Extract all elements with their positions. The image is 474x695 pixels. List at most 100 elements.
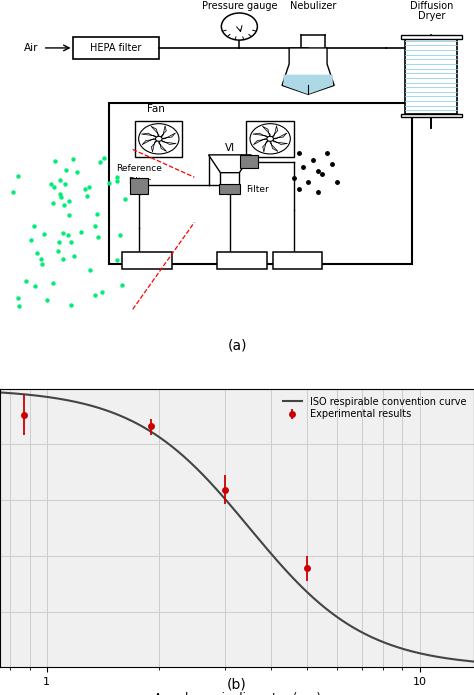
Text: Filter: Filter: [246, 185, 269, 194]
ISO respirable convention curve: [222, 495, 228, 503]
Point: [15, 293, 22, 304]
Polygon shape: [209, 155, 251, 172]
Text: Dryer: Dryer: [418, 11, 445, 22]
Point: [15, 300, 23, 311]
Point: [81, 183, 88, 195]
Point: [65, 196, 73, 207]
Bar: [219, 184, 240, 194]
Polygon shape: [282, 48, 334, 95]
Point: [55, 246, 62, 257]
Point: [97, 156, 104, 167]
Bar: [405, 39, 457, 114]
Text: (b): (b): [227, 678, 247, 692]
Text: Pressure gauge: Pressure gauge: [201, 1, 277, 10]
Polygon shape: [254, 139, 270, 145]
Point: [62, 164, 70, 175]
Bar: [130, 178, 148, 194]
Point: [27, 235, 35, 246]
Text: Fan: Fan: [147, 104, 165, 114]
Text: HEPA filter: HEPA filter: [91, 43, 142, 53]
Polygon shape: [270, 126, 278, 139]
Point: [47, 178, 55, 189]
Point: [38, 258, 46, 269]
Bar: [273, 252, 322, 269]
Point: [113, 254, 121, 265]
Point: [93, 208, 101, 220]
Point: [60, 199, 68, 211]
ISO respirable convention curve: [254, 532, 259, 541]
Point: [37, 253, 45, 264]
Polygon shape: [253, 133, 270, 139]
Bar: [73, 38, 159, 58]
ISO respirable convention curve: [460, 656, 465, 664]
Point: [49, 197, 57, 208]
Bar: [246, 121, 294, 156]
Polygon shape: [159, 139, 176, 145]
Bar: [109, 103, 412, 263]
Line: ISO respirable convention curve: ISO respirable convention curve: [0, 393, 474, 662]
Circle shape: [250, 124, 290, 154]
Text: Pump: Pump: [285, 256, 310, 265]
Text: VI: VI: [225, 143, 235, 153]
Text: (a): (a): [227, 338, 247, 352]
Point: [116, 229, 123, 240]
Point: [55, 236, 63, 247]
Point: [83, 190, 91, 202]
Point: [73, 166, 81, 177]
Point: [50, 181, 57, 193]
ISO respirable convention curve: [279, 562, 285, 571]
Point: [68, 237, 75, 248]
Text: 50 μm: 50 μm: [20, 285, 43, 291]
Point: [59, 253, 67, 264]
Point: [100, 152, 108, 163]
Point: [33, 248, 41, 259]
Legend: ISO respirable convention curve, Experimental results: ISO respirable convention curve, Experim…: [280, 393, 469, 423]
Point: [9, 187, 17, 198]
Text: Reference: Reference: [117, 164, 162, 172]
Point: [51, 156, 58, 167]
Point: [14, 170, 21, 181]
Polygon shape: [142, 139, 159, 145]
Polygon shape: [151, 139, 159, 152]
Point: [91, 220, 99, 231]
Point: [43, 294, 51, 305]
Point: [71, 251, 78, 262]
Polygon shape: [141, 133, 159, 139]
Point: [50, 278, 57, 289]
Circle shape: [267, 136, 273, 141]
ISO respirable convention curve: [471, 657, 474, 666]
Circle shape: [138, 124, 179, 154]
ISO respirable convention curve: [225, 498, 231, 507]
Polygon shape: [159, 126, 166, 139]
Point: [56, 189, 64, 200]
Text: Diffusion: Diffusion: [410, 1, 453, 10]
Point: [30, 220, 38, 231]
Bar: [135, 121, 182, 156]
Point: [118, 279, 126, 291]
Polygon shape: [159, 133, 175, 139]
Point: [22, 275, 29, 286]
ISO respirable convention curve: [386, 640, 392, 648]
Point: [31, 280, 39, 291]
Point: [40, 228, 47, 239]
Text: Air: Air: [24, 43, 38, 53]
Point: [94, 231, 102, 243]
Point: [85, 181, 92, 193]
Point: [113, 176, 120, 187]
Point: [61, 179, 69, 190]
Point: [105, 178, 112, 189]
Point: [65, 210, 73, 221]
Bar: [401, 114, 462, 117]
Bar: [217, 252, 267, 269]
Text: Pump: Pump: [135, 256, 160, 265]
Point: [70, 154, 77, 165]
X-axis label: Aerodynamic diameter (μm): Aerodynamic diameter (μm): [154, 692, 320, 695]
Polygon shape: [283, 74, 333, 95]
Text: Nebulizer: Nebulizer: [290, 1, 336, 10]
Point: [56, 174, 64, 186]
Polygon shape: [263, 139, 270, 152]
Bar: [240, 155, 258, 168]
Bar: [401, 35, 462, 39]
Polygon shape: [270, 133, 287, 139]
Point: [68, 300, 75, 311]
